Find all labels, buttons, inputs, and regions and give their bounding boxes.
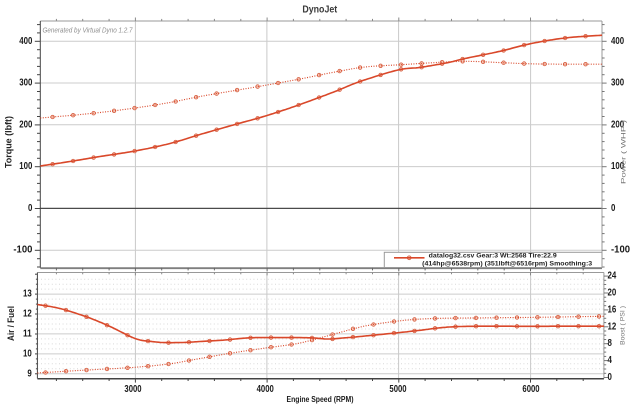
- svg-text:Air / Fuel: Air / Fuel: [6, 306, 16, 341]
- svg-text:200: 200: [19, 119, 32, 130]
- svg-text:3000: 3000: [124, 384, 142, 395]
- svg-text:5000: 5000: [389, 384, 407, 395]
- svg-text:9: 9: [27, 368, 32, 379]
- svg-text:12: 12: [608, 321, 617, 332]
- svg-text:-100: -100: [611, 245, 630, 256]
- svg-text:Power ( WHP ): Power ( WHP ): [620, 120, 627, 184]
- svg-text:Boost ( PSI ): Boost ( PSI ): [620, 306, 627, 345]
- svg-text:Engine Speed (RPM): Engine Speed (RPM): [287, 395, 354, 404]
- svg-text:200: 200: [611, 119, 624, 130]
- svg-text:-100: -100: [13, 245, 32, 256]
- svg-text:24: 24: [608, 271, 617, 282]
- svg-text:100: 100: [19, 161, 32, 172]
- svg-text:13: 13: [23, 289, 32, 300]
- svg-text:datalog32.csv Gear:3 Wt:2568 T: datalog32.csv Gear:3 Wt:2568 Tire:22.9: [429, 253, 558, 260]
- svg-text:8: 8: [608, 338, 613, 349]
- svg-text:16: 16: [608, 304, 617, 315]
- svg-text:300: 300: [19, 78, 32, 89]
- svg-text:0: 0: [611, 203, 616, 214]
- svg-text:300: 300: [611, 78, 624, 89]
- svg-text:10: 10: [23, 348, 32, 359]
- svg-text:400: 400: [611, 36, 624, 47]
- svg-text:12: 12: [23, 309, 32, 320]
- svg-text:4000: 4000: [257, 384, 275, 395]
- svg-text:0: 0: [608, 372, 613, 383]
- svg-text:4: 4: [608, 355, 613, 366]
- svg-text:(414hp@6538rpm) (351lbft@6516r: (414hp@6538rpm) (351lbft@6516rpm) Smooth…: [422, 260, 593, 267]
- svg-text:11: 11: [23, 328, 32, 339]
- svg-text:6000: 6000: [522, 384, 540, 395]
- svg-text:20: 20: [608, 288, 617, 299]
- svg-text:Generated by Virtual Dyno 1.2.: Generated by Virtual Dyno 1.2.7: [43, 25, 134, 34]
- svg-text:Torque (lbft): Torque (lbft): [4, 116, 14, 168]
- svg-text:0: 0: [28, 203, 33, 214]
- svg-text:400: 400: [19, 36, 32, 47]
- svg-text:100: 100: [611, 161, 624, 172]
- svg-text:DynoJet: DynoJet: [302, 5, 337, 16]
